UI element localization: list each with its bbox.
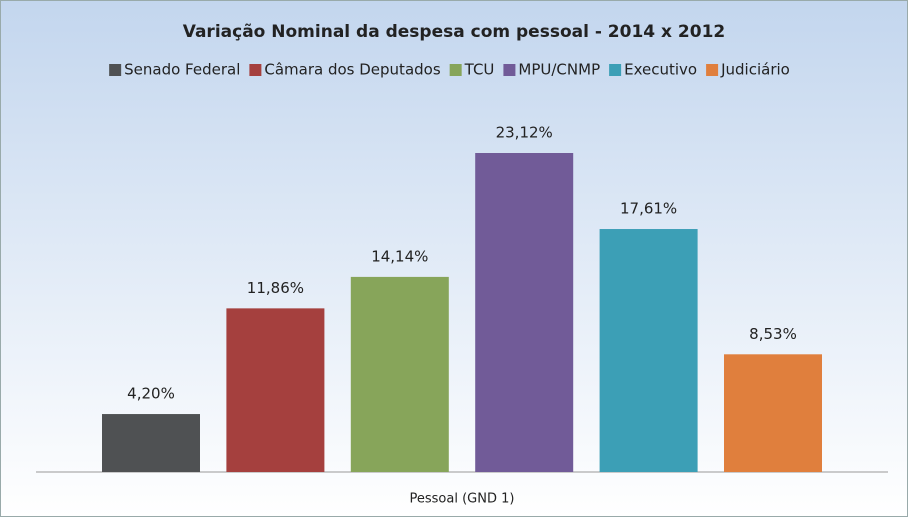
legend-label: MPU/CNMP [518,61,600,79]
data-label: 14,14% [371,247,428,265]
data-label: 11,86% [247,279,304,297]
bar [102,414,200,472]
legend-swatch [249,64,262,76]
x-tick-label: Pessoal (GND 1) [410,492,515,507]
legend-label: Judiciário [720,61,790,79]
data-label: 17,61% [620,200,677,218]
bar [475,153,574,472]
bar [226,308,325,472]
legend-label: Câmara dos Deputados [264,61,440,79]
legend-swatch [109,64,122,76]
bar [350,276,449,472]
legend-label: TCU [464,61,495,79]
data-label: 8,53% [749,325,797,343]
chart-title: Variação Nominal da despesa com pessoal … [183,22,726,42]
data-label: 4,20% [127,385,175,403]
legend-swatch [449,64,462,76]
legend-swatch [706,64,719,76]
data-label: 23,12% [496,124,553,142]
bar [724,354,822,472]
bar [599,229,698,472]
legend-swatch [503,64,516,76]
legend-label: Executivo [624,61,697,79]
legend-swatch [609,64,622,76]
legend-label: Senado Federal [124,61,240,79]
